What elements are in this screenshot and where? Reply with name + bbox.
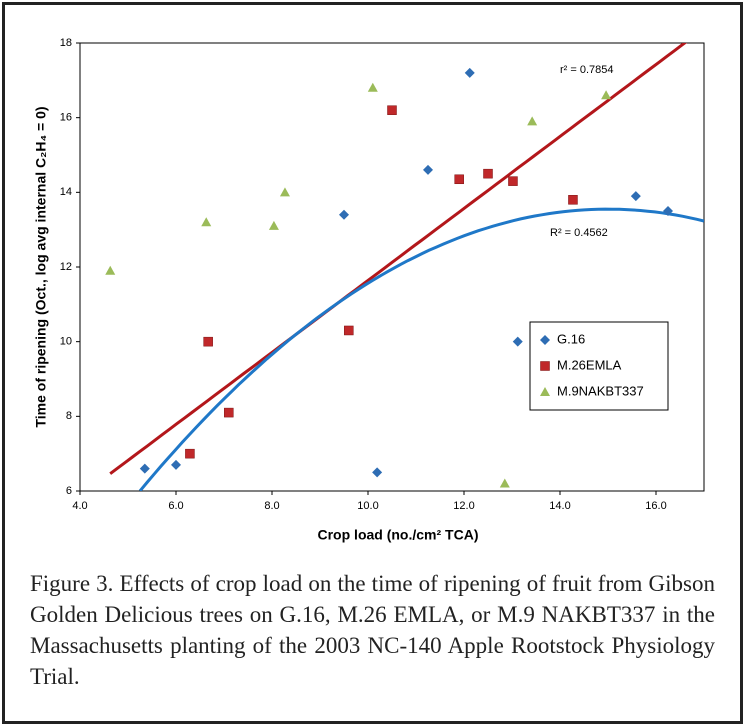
point — [568, 195, 578, 205]
point — [387, 105, 397, 115]
point — [423, 164, 433, 175]
point — [508, 176, 518, 186]
legend-label: G.16 — [557, 331, 585, 346]
point — [224, 407, 234, 418]
y-tick-label: 18 — [60, 37, 72, 49]
y-tick-label: 8 — [66, 410, 72, 422]
point — [139, 463, 150, 474]
point — [339, 209, 349, 220]
point — [464, 67, 475, 78]
plot-area — [79, 42, 705, 492]
point — [512, 336, 523, 347]
legend-box — [529, 321, 669, 411]
point — [454, 174, 464, 185]
point — [279, 187, 290, 197]
point — [372, 467, 383, 478]
trendline — [109, 43, 688, 475]
point — [483, 168, 493, 179]
point — [601, 90, 612, 100]
y-tick-label: 16 — [60, 112, 72, 124]
point — [344, 325, 354, 336]
point — [201, 217, 212, 227]
point — [268, 220, 279, 230]
legend-label: M.9NAKBT337 — [557, 383, 644, 398]
x-tick-label: 14.0 — [549, 500, 570, 512]
x-tick-label: 4.0 — [72, 500, 87, 512]
point — [367, 82, 378, 92]
y-tick-label: 10 — [60, 336, 72, 348]
point — [105, 265, 116, 275]
legend-label: M.26EMLA — [557, 357, 622, 372]
trend-label: r² = 0.7854 — [560, 64, 614, 76]
point — [527, 116, 538, 126]
trendline — [138, 207, 704, 491]
x-tick-label: 10.0 — [357, 500, 378, 512]
caption: Figure 3. Effects of crop load on the ti… — [30, 571, 715, 689]
legend — [529, 321, 669, 411]
point — [499, 478, 510, 488]
y-tick-label: 6 — [66, 485, 72, 497]
chart: Crop load (no./cm² TCA) Time of ripening… — [33, 37, 705, 543]
point — [203, 336, 213, 347]
point — [663, 206, 673, 216]
legend-marker — [540, 387, 550, 396]
point — [630, 191, 641, 202]
trend-label: R² = 0.4562 — [550, 227, 608, 239]
legend-marker — [540, 361, 550, 371]
x-tick-label: 6.0 — [168, 500, 183, 512]
legend-marker — [540, 335, 550, 345]
x-tick-label: 8.0 — [264, 500, 279, 512]
point — [171, 459, 181, 470]
x-tick-label: 16.0 — [645, 500, 666, 512]
y-tick-label: 12 — [60, 261, 72, 273]
point — [185, 448, 195, 459]
y-axis-title: Time of ripening (Oct., log avg internal… — [33, 106, 49, 427]
y-tick-label: 14 — [60, 186, 72, 198]
x-tick-label: 12.0 — [453, 500, 474, 512]
x-axis-title: Crop load (no./cm² TCA) — [318, 527, 479, 543]
